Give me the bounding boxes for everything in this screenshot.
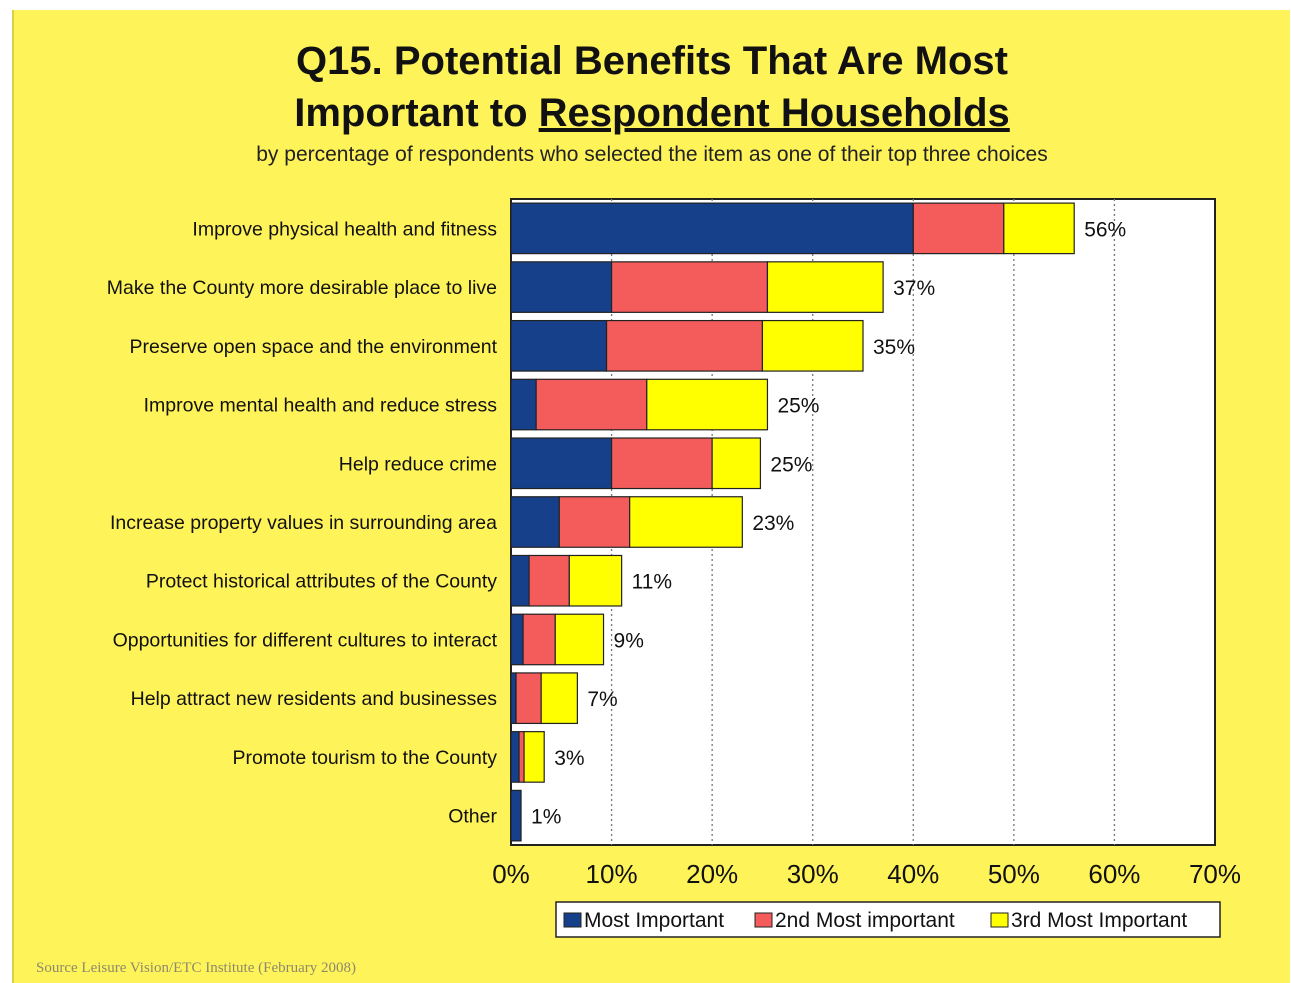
chart-title: Q15. Potential Benefits That Are Most Im…	[14, 35, 1290, 139]
bar-segment-s2-9	[515, 672, 542, 725]
bar-segment-s1-1	[510, 202, 914, 255]
bar-segment-s1-10	[510, 731, 520, 783]
title-line-2-underlined: Respondent Households	[538, 91, 1010, 135]
legend-label: 2nd Most important	[775, 909, 955, 932]
data-label: 11%	[632, 571, 672, 594]
bar-segment-s3-1	[1003, 202, 1075, 255]
data-label: 23%	[752, 512, 794, 535]
x-tick-label: 40%	[887, 859, 939, 889]
data-label: 25%	[770, 453, 812, 476]
bar-segment-s1-9	[510, 672, 517, 725]
x-tick-label: 0%	[492, 859, 530, 889]
data-label: 3%	[554, 747, 584, 770]
bar-segment-s3-4	[646, 378, 769, 431]
legend-swatch	[990, 912, 1009, 928]
category-label: Protect historical attributes of the Cou…	[146, 571, 497, 593]
bar-segment-s3-2	[766, 261, 884, 313]
chart-slide: Q15. Potential Benefits That Are Most Im…	[12, 10, 1290, 983]
legend-label: Most Important	[584, 909, 724, 932]
data-label: 37%	[893, 277, 935, 300]
category-label: Promote tourism to the County	[233, 747, 498, 769]
bar-segment-s2-4	[535, 378, 648, 431]
title-line-2-prefix: Important to	[294, 91, 539, 135]
x-tick-label: 20%	[686, 859, 738, 889]
bar-segment-s1-6	[510, 496, 560, 548]
data-label: 56%	[1084, 218, 1126, 241]
category-label: Preserve open space and the environment	[130, 336, 498, 358]
legend-swatch	[563, 912, 582, 928]
title-line-2: Important to Respondent Households	[14, 87, 1290, 139]
bar-segment-s3-5	[711, 437, 762, 490]
legend-box	[555, 901, 1221, 938]
source-note: Source Leisure Vision/ETC Institute (Feb…	[36, 960, 357, 976]
bar-segment-s2-10	[518, 731, 525, 783]
bar-segment-s3-3	[761, 319, 864, 372]
chart-subtitle: by percentage of respondents who selecte…	[256, 143, 1048, 166]
bar-segment-s1-11	[510, 789, 522, 842]
bar-segment-s3-9	[540, 672, 578, 725]
category-label: Increase property values in surrounding …	[110, 512, 497, 534]
category-label: Other	[448, 806, 497, 828]
x-tick-label: 50%	[988, 859, 1040, 889]
legend-label: 3rd Most Important	[1011, 909, 1187, 932]
data-label: 35%	[873, 336, 915, 359]
x-tick-label: 10%	[586, 859, 638, 889]
bar-segment-s1-8	[510, 613, 524, 666]
data-label: 1%	[531, 806, 561, 829]
bar-segment-s2-6	[558, 496, 631, 548]
title-line-1: Q15. Potential Benefits That Are Most	[296, 39, 1008, 83]
bar-segment-s2-2	[610, 261, 769, 313]
category-label: Improve mental health and reduce stress	[144, 395, 498, 417]
data-label: 9%	[614, 629, 644, 652]
category-label: Help reduce crime	[339, 453, 497, 475]
bar-segment-s1-7	[510, 554, 530, 607]
legend-swatch	[754, 912, 773, 928]
x-tick-label: 60%	[1088, 859, 1140, 889]
bar-segment-s3-7	[568, 554, 623, 607]
x-tick-label: 30%	[787, 859, 839, 889]
category-label: Make the County more desirable place to …	[107, 277, 497, 299]
bar-segment-s1-3	[510, 319, 608, 372]
stacked-bar-chart: Improve physical health and fitness 56% Ma…	[107, 198, 1241, 938]
bar-segment-s3-8	[554, 613, 605, 666]
category-label: Opportunities for different cultures to …	[113, 629, 498, 651]
bar-segment-s1-5	[510, 437, 613, 490]
category-label: Improve physical health and fitness	[192, 218, 497, 240]
bar-segment-s3-6	[629, 496, 743, 548]
x-tick-label: 70%	[1189, 859, 1241, 889]
bar-segment-s3-10	[523, 731, 545, 783]
bar-segment-s2-1	[912, 202, 1005, 255]
bar-segment-s2-7	[528, 554, 570, 607]
data-label: 25%	[777, 395, 819, 418]
bar-segment-s2-3	[605, 319, 764, 372]
bar-segment-s1-4	[510, 378, 537, 431]
bar-segment-s1-2	[510, 261, 613, 313]
data-label: 7%	[587, 688, 617, 711]
bar-segment-s2-8	[522, 613, 556, 666]
category-label: Help attract new residents and businesse…	[131, 688, 498, 710]
bar-segment-s2-5	[610, 437, 713, 490]
